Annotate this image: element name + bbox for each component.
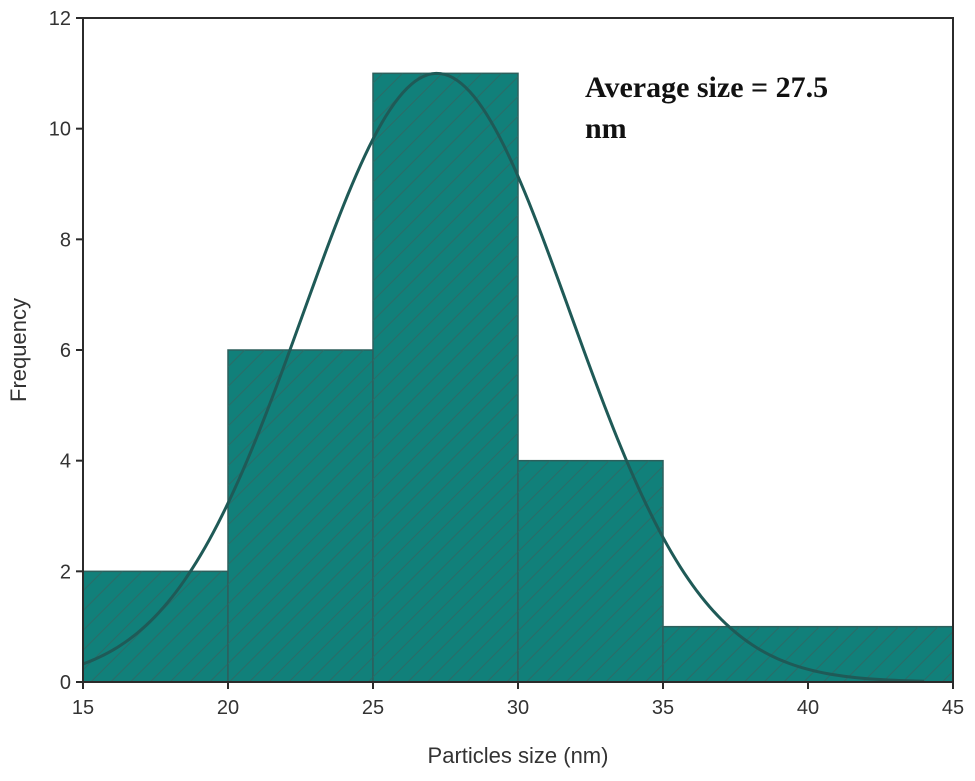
bars-group: [82, 72, 954, 683]
histogram-bar-hatch-4: [518, 460, 663, 682]
y-tick-label-2: 2: [60, 561, 71, 583]
x-axis-ticks: [82, 682, 954, 689]
histogram-bar-hatch-5: [663, 626, 953, 682]
x-tick-label-35: 35: [652, 697, 674, 719]
x-tick-label-25: 25: [362, 697, 384, 719]
x-axis-label: Particles size (nm): [428, 743, 609, 768]
y-tick-label-12: 12: [49, 8, 71, 30]
x-tick-label-30: 30: [507, 697, 529, 719]
x-tick-label-15: 15: [72, 697, 94, 719]
y-tick-label-4: 4: [60, 451, 71, 473]
y-tick-label-0: 0: [60, 672, 71, 694]
histogram-bar-hatch-3: [373, 73, 518, 683]
x-tick-label-40: 40: [797, 697, 819, 719]
y-tick-label-6: 6: [60, 340, 71, 362]
x-axis-tick-labels: 15 20 25 30 35 40 45: [72, 697, 964, 719]
x-tick-label-45: 45: [942, 697, 964, 719]
histogram-bar-hatch-1: [83, 571, 228, 682]
y-tick-label-8: 8: [60, 229, 71, 251]
y-axis-tick-labels: 0 2 4 6 8 10 12: [49, 8, 71, 694]
fit-curve: [82, 71, 925, 683]
y-axis-ticks: [76, 17, 83, 683]
y-axis-label: Frequency: [6, 298, 31, 402]
average-size-annotation: Average size = 27.5: [585, 71, 828, 104]
x-tick-label-20: 20: [217, 697, 239, 719]
histogram-bar-hatch-2: [228, 350, 373, 682]
average-size-unit-annotation: nm: [585, 112, 627, 145]
y-tick-label-10: 10: [49, 119, 71, 141]
